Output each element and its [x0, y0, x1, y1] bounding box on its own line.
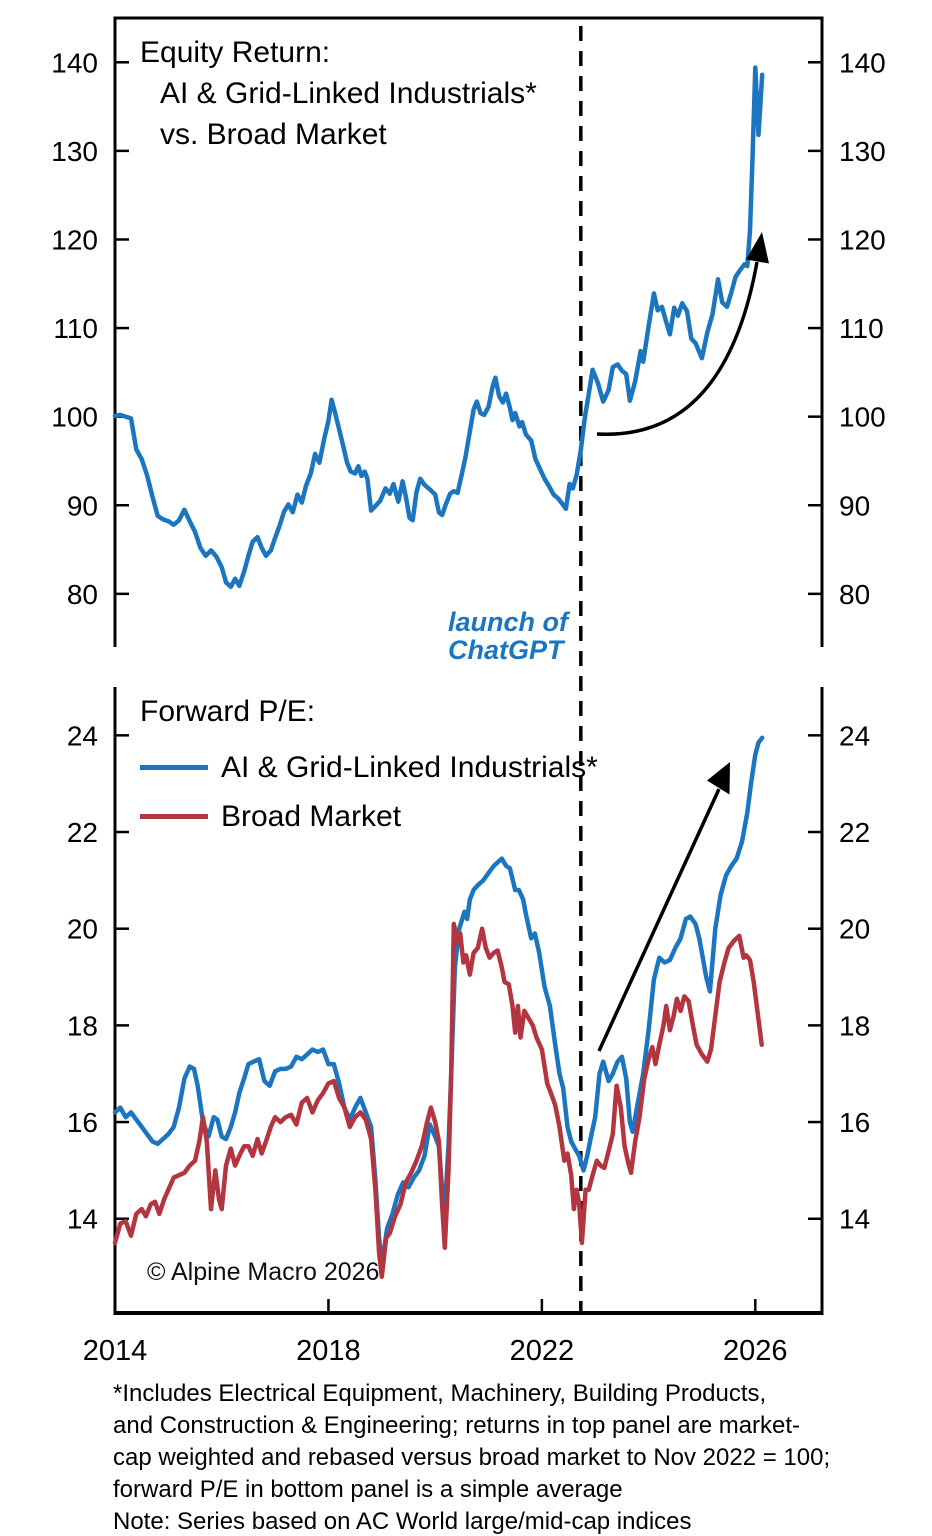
- y-tick-label-left: 22: [67, 817, 98, 848]
- y-tick-label-right: 140: [839, 47, 886, 78]
- chatgpt-launch-label-line1: launch of: [448, 607, 568, 637]
- ai-industrials-line-top: [112, 65, 765, 590]
- y-tick-label-right: 120: [839, 224, 886, 255]
- footnote-line-2: and Construction & Engineering; returns …: [113, 1412, 801, 1439]
- chatgpt-launch-label: launch of ChatGPT: [448, 608, 578, 664]
- y-tick-label-left: 16: [67, 1107, 98, 1138]
- footnote-line-4: forward P/E in bottom panel is a simple …: [113, 1476, 623, 1503]
- bottom-panel-arrowhead: [707, 762, 730, 795]
- ai-industrials-line-swatch: [140, 765, 208, 770]
- y-tick-label-right: 100: [839, 402, 886, 433]
- y-tick-label-right: 24: [839, 720, 870, 751]
- chatgpt-launch-label-line2: ChatGPT: [448, 635, 564, 665]
- y-tick-label-left: 90: [67, 490, 98, 521]
- footnote-line-5: Note: Series based on AC World large/mid…: [113, 1508, 692, 1535]
- bottom-panel-arrow-shaft: [597, 788, 721, 1052]
- title-line-3: vs. Broad Market: [160, 118, 387, 151]
- x-tick-label: 2022: [510, 1335, 575, 1367]
- y-tick-label-left: 18: [67, 1010, 98, 1041]
- footnote-line-3: cap weighted and rebased versus broad ma…: [113, 1444, 831, 1471]
- y-tick-label-left: 140: [51, 47, 98, 78]
- y-tick-label-right: 18: [839, 1010, 870, 1041]
- y-tick-label-left: 20: [67, 914, 98, 945]
- legend-label-broad-market: Broad Market: [221, 799, 402, 833]
- title-line-2: AI & Grid-Linked Industrials*: [160, 77, 537, 110]
- y-tick-label-left: 24: [67, 720, 98, 751]
- x-tick-label: 2014: [83, 1335, 148, 1367]
- y-tick-label-left: 14: [67, 1204, 98, 1235]
- y-tick-label-right: 110: [839, 313, 884, 344]
- y-tick-label-right: 130: [839, 136, 886, 167]
- x-tick-label: 2018: [296, 1335, 361, 1367]
- copyright-text: © Alpine Macro 2026: [147, 1258, 380, 1286]
- bottom-panel-legend: Forward P/E: AI & Grid-Linked Industrial…: [140, 695, 598, 841]
- y-tick-label-right: 80: [839, 579, 870, 610]
- broad-market-line-swatch: [140, 814, 208, 819]
- footnote-line-1: *Includes Electrical Equipment, Machiner…: [113, 1380, 767, 1407]
- x-tick-label: 2026: [723, 1335, 788, 1367]
- footnote-block: *Includes Electrical Equipment, Machiner…: [113, 1378, 830, 1536]
- y-tick-label-right: 14: [839, 1204, 870, 1235]
- y-tick-label-right: 16: [839, 1107, 870, 1138]
- broad-market-line-bottom: [112, 921, 764, 1279]
- legend-item-broad-market: Broad Market: [140, 792, 598, 841]
- y-tick-label-left: 110: [53, 313, 98, 344]
- legend-title: Forward P/E:: [140, 695, 316, 728]
- y-tick-label-right: 90: [839, 490, 870, 521]
- top-panel-title: Equity Return: AI & Grid-Linked Industri…: [140, 32, 537, 155]
- y-tick-label-left: 120: [51, 224, 98, 255]
- title-line-1: Equity Return:: [140, 36, 331, 69]
- y-tick-label-left: 130: [51, 136, 98, 167]
- top-panel-arrowhead: [746, 232, 769, 264]
- y-tick-label-right: 22: [839, 817, 870, 848]
- top-panel-curved-arrow-shaft: [596, 261, 759, 436]
- y-tick-label-right: 20: [839, 914, 870, 945]
- y-tick-label-left: 100: [51, 402, 98, 433]
- legend-label-ai-industrials: AI & Grid-Linked Industrials*: [221, 750, 598, 784]
- y-tick-label-left: 80: [67, 579, 98, 610]
- legend-item-ai-industrials: AI & Grid-Linked Industrials*: [140, 743, 598, 792]
